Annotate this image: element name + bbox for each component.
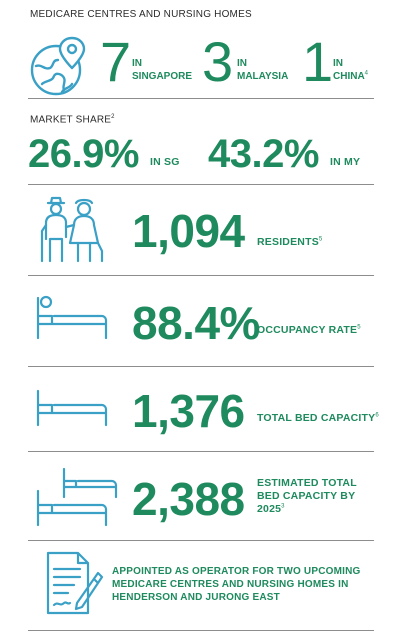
divider: [28, 451, 374, 452]
elderly-couple-icon: [36, 195, 106, 265]
estimated-capacity-footnote: 3: [281, 503, 285, 510]
section-heading-facilities: MEDICARE CENTRES AND NURSING HOMES: [30, 9, 252, 20]
bed-capacity-value: 1,376: [132, 385, 245, 437]
malaysia-in: IN: [237, 58, 247, 69]
divider: [28, 630, 374, 631]
singapore-label: IN SINGAPORE: [132, 57, 192, 83]
appointment-line2: MEDICARE CENTRES AND NURSING HOMES IN: [112, 579, 349, 591]
appointment-text: APPOINTED AS OPERATOR FOR TWO UPCOMING M…: [112, 565, 361, 605]
occupancy-value: 88.4%: [132, 297, 260, 349]
market-share-footnote: 2: [111, 114, 115, 120]
bed-capacity-text: TOTAL BED CAPACITY: [257, 412, 376, 424]
malaysia-label: IN MALAYSIA: [237, 57, 288, 83]
divider: [28, 275, 374, 276]
china-count: 1: [302, 30, 334, 93]
section-heading-market-share: MARKET SHARE2: [30, 114, 115, 125]
residents-text: RESIDENTS: [257, 236, 319, 248]
bed-capacity-footnote: 6: [375, 412, 379, 419]
divider: [28, 184, 374, 185]
singapore-place: SINGAPORE: [132, 71, 193, 82]
occupancy-text: OCCUPANCY RATE: [257, 324, 358, 336]
estimated-capacity-label: ESTIMATED TOTAL BED CAPACITY BY 20253: [257, 477, 357, 516]
residents-footnote: 5: [318, 236, 323, 243]
appointment-line3: HENDERSON AND JURONG EAST: [112, 592, 280, 604]
patient-bed-icon: [34, 294, 110, 340]
market-share-title: MARKET SHARE: [30, 114, 112, 126]
appointment-line1: APPOINTED AS OPERATOR FOR TWO UPCOMING: [112, 566, 361, 577]
china-label: IN CHINA4: [333, 57, 368, 83]
estimated-capacity-line2: BED CAPACITY BY: [257, 490, 356, 503]
globe-location-icon: [28, 36, 90, 98]
double-bed-icon: [34, 465, 120, 527]
bed-capacity-label: TOTAL BED CAPACITY6: [257, 412, 379, 425]
residents-value: 1,094: [132, 205, 245, 257]
market-share-my-label: IN MY: [330, 156, 361, 168]
occupancy-footnote: 5: [357, 324, 361, 331]
estimated-capacity-value: 2,388: [132, 473, 245, 525]
malaysia-place: MALAYSIA: [237, 71, 289, 82]
china-place: CHINA: [333, 71, 365, 82]
residents-label: RESIDENTS5: [257, 236, 322, 249]
market-share-sg-label: IN SG: [150, 156, 180, 168]
malaysia-count: 3: [202, 30, 234, 93]
occupancy-label: OCCUPANCY RATE5: [257, 324, 361, 337]
contract-pen-icon: [44, 551, 104, 617]
divider: [28, 98, 374, 99]
china-footnote: 4: [364, 70, 369, 77]
market-share-my-value: 43.2%: [208, 132, 319, 176]
singapore-in: IN: [132, 58, 142, 69]
bed-icon: [34, 389, 110, 427]
singapore-count: 7: [100, 30, 132, 93]
china-in: IN: [333, 58, 343, 69]
divider: [28, 366, 374, 367]
market-share-sg-value: 26.9%: [28, 132, 139, 176]
estimated-capacity-line3: 2025: [257, 503, 282, 516]
divider: [28, 540, 374, 541]
estimated-capacity-line1: ESTIMATED TOTAL: [257, 477, 357, 489]
